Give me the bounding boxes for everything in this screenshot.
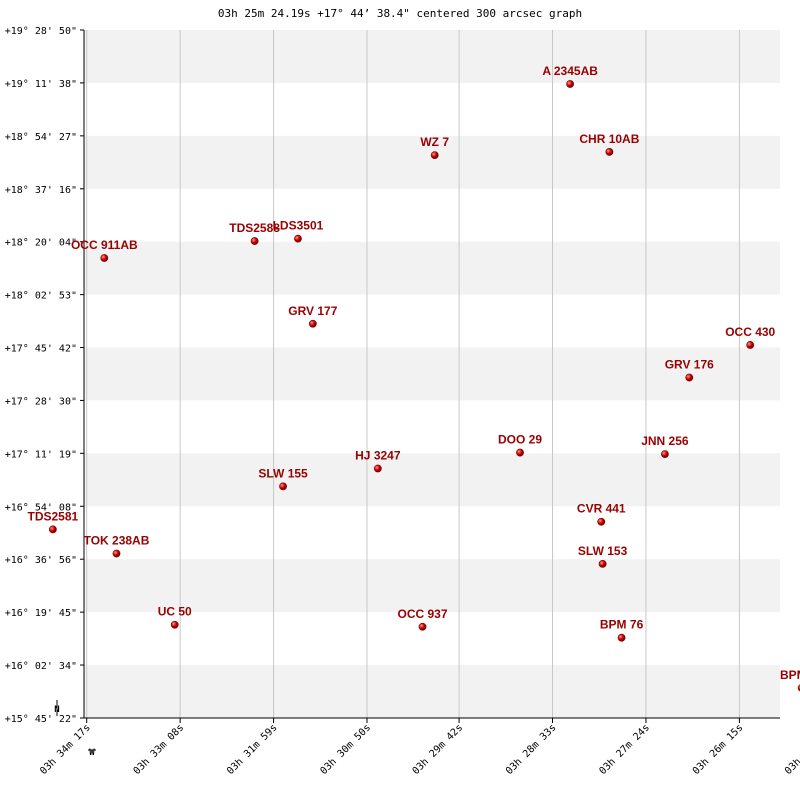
y-tick-label: +15° 45' 22" [5, 714, 77, 725]
star-point [598, 560, 607, 568]
x-tick-label: 03h 31m 59s [225, 722, 280, 777]
y-axis-ticks: +15° 45' 22" +16° 02' 34" +16° 19' 45" +16°… [5, 26, 84, 725]
x-tick-label: 03h 33m 08s [132, 722, 187, 777]
star-point [516, 448, 524, 457]
grid-lines [86, 30, 740, 718]
star-point [685, 373, 694, 382]
star-label: GRV 176 [665, 358, 714, 372]
star-label: OCC 911AB [71, 238, 138, 252]
x-tick-label: 03h 30m 50s [319, 722, 374, 777]
star-point [617, 633, 626, 642]
star-label: TOK 238AB [84, 534, 150, 548]
star-label: LDS3501 [273, 219, 324, 233]
y-tick-label: +18° 20' 04" [5, 238, 77, 249]
y-tick-label: +18° 02' 53" [5, 291, 77, 302]
compass-west: W [89, 748, 95, 758]
y-tick-label: +17° 45' 42" [5, 344, 77, 355]
star-point [250, 237, 259, 245]
star-point [294, 234, 302, 243]
y-tick-label: +16° 19' 45" [5, 608, 77, 619]
y-tick-label: +16° 36' 56" [5, 555, 77, 566]
chart-title: 03h 25m 24.19s +17° 44’ 38.4" centered 3… [218, 7, 582, 20]
plot-band [84, 241, 780, 295]
star-label: WZ 7 [420, 135, 449, 149]
star-point [605, 148, 614, 156]
x-tick-label: 03h 25m 07s [783, 722, 800, 777]
star-label: BPM 73 [780, 668, 800, 682]
star-label: OCC 937 [398, 607, 448, 621]
plot-band [84, 665, 780, 718]
star-point [430, 151, 439, 160]
star-label: SLW 153 [578, 544, 628, 558]
star-point [308, 319, 317, 328]
plot-band [84, 559, 780, 613]
star-point [597, 517, 606, 526]
star-label: A 2345AB [542, 64, 598, 78]
star-label: JNN 256 [641, 434, 689, 448]
star-label: GRV 177 [288, 304, 337, 318]
star-point [279, 482, 287, 491]
plot-band [84, 347, 780, 401]
star-point [418, 622, 427, 631]
plot-bands [84, 30, 780, 718]
star-label: DOO 29 [498, 433, 542, 447]
y-tick-label: +16° 02' 34" [5, 661, 77, 672]
star-label: HJ 3247 [355, 449, 401, 463]
star-label: TDS2581 [28, 509, 79, 523]
star-point [373, 464, 382, 473]
star-point [661, 450, 669, 458]
compass [56, 700, 96, 751]
y-tick-label: +17° 11' 19" [5, 449, 77, 460]
star-point [566, 80, 575, 88]
star-point [48, 525, 57, 534]
x-tick-label: 03h 28m 33s [504, 722, 559, 777]
y-tick-label: +18° 37' 16" [5, 185, 77, 196]
x-axis-ticks: 03h 34m 17s 03h 33m 08s 03h 31m 59s 03h 30m… [38, 718, 800, 777]
axes [83, 30, 780, 719]
y-tick-label: +17° 28' 30" [5, 396, 77, 407]
star-point [170, 620, 179, 629]
x-tick-label: 03h 34m 17s [38, 722, 93, 777]
y-tick-label: +19° 28' 50" [5, 26, 77, 37]
star-point [746, 341, 755, 349]
star-point [100, 254, 109, 262]
star-label: CVR 441 [577, 502, 626, 516]
x-tick-label: 03h 29m 42s [411, 722, 466, 777]
star-markers [48, 80, 800, 692]
y-tick-label: +19° 11' 38" [5, 79, 77, 90]
star-point [112, 549, 121, 558]
plot-band [84, 453, 780, 507]
star-label: OCC 430 [725, 325, 775, 339]
star-label: CHR 10AB [579, 132, 639, 146]
plot-band [84, 135, 780, 189]
y-tick-label: +16° 54' 08" [5, 502, 77, 513]
star-label: BPM 76 [600, 618, 644, 632]
star-label: SLW 155 [258, 466, 308, 480]
star-label: UC 50 [158, 605, 192, 619]
star-label: TDS2588 [229, 221, 280, 235]
x-tick-label: 03h 26m 15s [691, 722, 746, 777]
plot-band [84, 30, 780, 83]
x-tick-label: 03h 27m 24s [597, 722, 652, 777]
y-tick-label: +18° 54' 27" [5, 132, 77, 143]
